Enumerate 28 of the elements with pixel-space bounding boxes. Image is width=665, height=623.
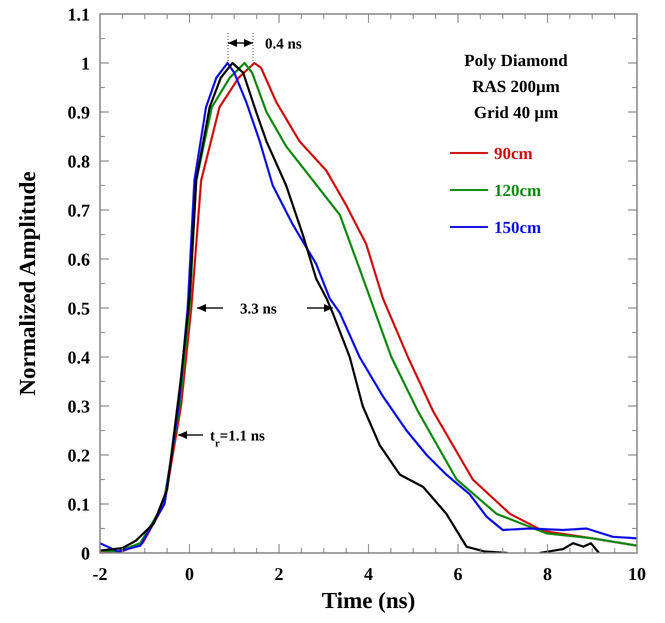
- x-tick-label: 6: [454, 564, 462, 584]
- y-tick-label: 0.6: [68, 249, 90, 270]
- annotation: 0.4 ns: [265, 36, 302, 52]
- x-tick-label: 4: [364, 564, 373, 584]
- annotation: 3.3 ns: [240, 301, 277, 318]
- legend-label: 150cm: [494, 218, 542, 237]
- y-tick-label: 0.1: [68, 494, 90, 514]
- y-tick-label: 0.4: [68, 347, 90, 368]
- y-tick-label: 0.2: [68, 445, 90, 466]
- x-tick-label: -2: [92, 564, 108, 584]
- y-tick-label: 0.8: [68, 151, 90, 172]
- legend-label: 120cm: [494, 180, 542, 200]
- y-tick-label: 0: [81, 543, 90, 564]
- x-tick-label: 8: [543, 564, 552, 584]
- y-tick-label: 0.3: [68, 396, 90, 416]
- x-tick-label: 0: [185, 564, 194, 584]
- y-tick-label: 0.7: [68, 200, 90, 220]
- y-tick-label: 0.5: [68, 298, 90, 318]
- x-tick-label: 2: [274, 564, 284, 584]
- annotation: t$_{r}$=1.1 ns: [210, 428, 266, 449]
- y-tick-label: 1.1: [68, 4, 90, 24]
- y-tick-label: 1: [81, 53, 90, 74]
- x-axis-title: Time (ns): [322, 588, 416, 613]
- x-tick-label: 10: [628, 564, 646, 584]
- y-tick-label: 0.9: [68, 102, 90, 122]
- legend-label: 90cm: [494, 144, 533, 163]
- legend-title: Poly Diamond RAS 200μm Grid 40 μm: [464, 51, 568, 122]
- y-axis-title: Normalized Amplitude: [15, 171, 40, 396]
